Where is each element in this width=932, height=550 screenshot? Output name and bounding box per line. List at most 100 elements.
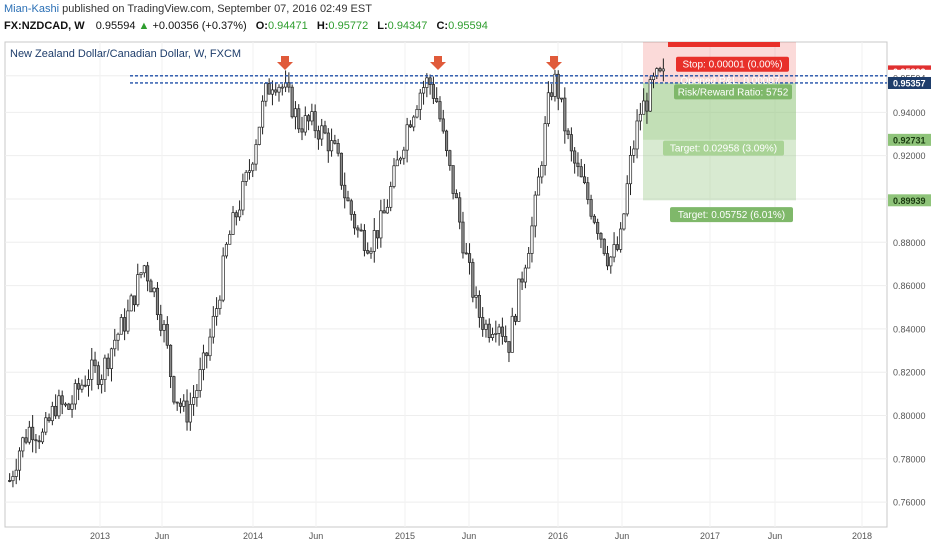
candle-body [106, 357, 110, 369]
candle-body [648, 79, 652, 112]
close-value: 0.95594 [448, 20, 488, 32]
candle-body [504, 336, 508, 342]
candle-body [658, 68, 662, 72]
candle-body [441, 118, 445, 132]
candle-body [17, 450, 22, 471]
candle-body [37, 440, 41, 443]
candle-body [205, 352, 209, 357]
candle-body [231, 212, 235, 235]
candle-body [372, 230, 376, 252]
price-chart[interactable]: 0.76000 0.78000 0.80000 0.82000 0.84000 0.860… [0, 38, 932, 550]
candle-body [297, 108, 301, 130]
candle-body [422, 87, 426, 94]
candle-body [257, 126, 261, 145]
candle-body [146, 265, 150, 282]
x-tick-label: 2015 [395, 531, 415, 541]
candle-body [510, 315, 514, 353]
candle-body [609, 256, 613, 267]
candle-body [241, 181, 245, 211]
candle-body [619, 228, 623, 250]
x-tick-label: 2014 [243, 531, 263, 541]
candle-body [481, 317, 485, 330]
candle-body [261, 100, 265, 128]
price-tag-bg [888, 194, 931, 207]
candle-body [218, 299, 222, 309]
candle-body [73, 383, 77, 405]
stop-label: Stop: 0.00001 (0.00%) [682, 60, 782, 71]
candle-body [303, 115, 307, 133]
candle-body [454, 193, 458, 199]
price-tag: 0.89939 [893, 196, 926, 206]
candle-body [119, 317, 123, 335]
x-tick-label: 2017 [700, 531, 720, 541]
candle-body [57, 395, 61, 417]
candle-body [103, 357, 107, 380]
candle-body [293, 108, 297, 118]
candle-body [142, 265, 146, 274]
x-tick-label: Jun [615, 531, 630, 541]
candle-body [431, 84, 435, 99]
low-label: L: [377, 20, 388, 32]
high-label: H: [316, 20, 329, 32]
candle-body [651, 75, 656, 80]
candle-body [461, 221, 465, 254]
author-link[interactable]: Mian-Kashi [4, 3, 60, 15]
candle-body [14, 469, 18, 477]
candle-body [517, 278, 521, 322]
candle-body [362, 230, 366, 251]
candle-body [550, 92, 554, 97]
candle-body [392, 165, 396, 187]
candle-body [395, 159, 399, 167]
y-tick-label: 0.84000 [893, 324, 926, 334]
candle-body [326, 132, 330, 152]
candle-body [208, 336, 212, 357]
candle-body [96, 365, 100, 385]
candle-body [497, 326, 501, 334]
candle-body [290, 86, 294, 118]
candle-body [175, 401, 179, 404]
candle-body [40, 431, 45, 443]
candle-body [435, 98, 439, 102]
open-label: O: [255, 20, 268, 32]
stop-top-bar [668, 42, 780, 47]
y-tick-label: 0.86000 [893, 281, 926, 291]
candle-body [566, 130, 570, 135]
candle-body [569, 134, 573, 152]
candle-body [635, 120, 639, 150]
ohlc-bar: FX:NZDCAD, W 0.95594 ▲ +0.00356 (+0.37%)… [4, 20, 488, 32]
candle-body [536, 176, 541, 196]
x-tick-label: Jun [155, 531, 170, 541]
candle-body [563, 97, 567, 132]
candle-body [464, 252, 468, 255]
candle-body [418, 92, 422, 110]
candle-body [50, 405, 54, 422]
candle-body [589, 199, 593, 217]
x-tick-label: 2013 [90, 531, 110, 541]
candle-body [487, 323, 491, 338]
candle-body [628, 155, 633, 185]
candle-body [389, 186, 393, 208]
candle-body [599, 233, 603, 240]
candle-body [136, 274, 140, 306]
candle-body [47, 417, 51, 422]
candle-body [546, 92, 550, 125]
candle-body [543, 123, 547, 166]
candle-body [369, 250, 373, 254]
candle-body [530, 225, 534, 254]
x-tick-label: Jun [462, 531, 477, 541]
candle-body [379, 210, 383, 239]
candle-body [113, 339, 117, 350]
down-arrow-icon [430, 56, 446, 70]
candle-body [343, 184, 347, 199]
target1-label-bg [663, 140, 784, 156]
candle-body [573, 150, 577, 164]
candle-body [356, 227, 360, 231]
candle-body [632, 148, 636, 156]
candle-body [507, 341, 511, 353]
high-value: 0.95772 [328, 20, 369, 32]
candle-body [638, 113, 642, 122]
price-tag: 0.92731 [893, 135, 926, 145]
candle-body [596, 221, 600, 234]
candle-body [116, 333, 120, 341]
candle-body [254, 144, 258, 165]
